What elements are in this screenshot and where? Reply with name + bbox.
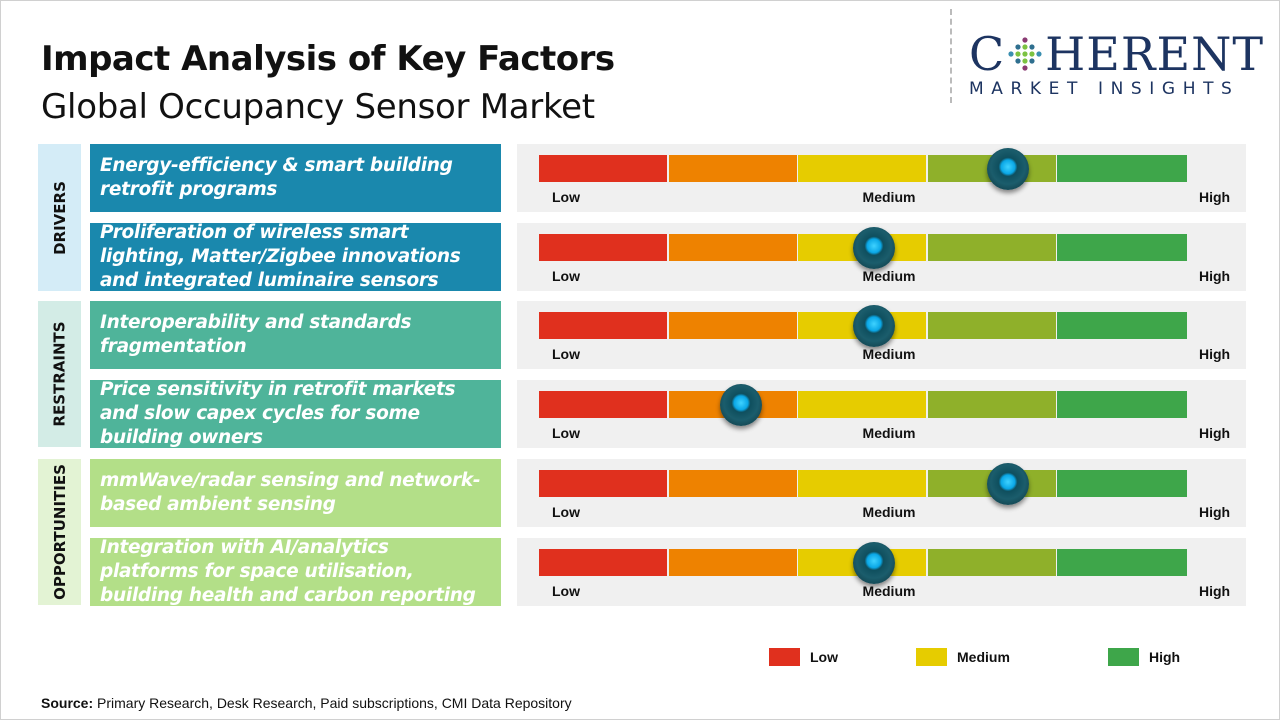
gauge-label-high: High [1199,583,1231,599]
globe-icon [1008,37,1042,71]
gauge-segment [798,155,927,182]
gauge-label-high: High [1199,425,1231,441]
gauge-segment [927,234,1056,261]
legend-label-medium: Medium [957,649,1010,665]
gauge-label-high: High [1199,189,1231,205]
logo: C HERENT MARKET INSIGHTS [969,31,1264,99]
impact-gauge: Low Medium High [517,459,1246,527]
legend-label-low: Low [810,649,838,665]
gauge-label-medium: Medium [862,346,916,362]
gauge-indicator-knob [853,542,896,584]
gauge-label-medium: Medium [862,268,916,284]
logo-text-c: C [969,27,1006,81]
category-label: DRIVERS [50,180,69,255]
gauge-label-high: High [1199,268,1231,284]
gauge-segment [668,312,797,339]
gauge-label-high: High [1199,346,1231,362]
factor-box: Integration with AI/analytics platforms … [90,537,501,606]
gauge-segment [798,470,927,497]
impact-gauge: Low Medium High [517,144,1246,212]
category-label: RESTRAINTS [50,321,69,427]
gauge-label-medium: Medium [862,425,916,441]
gauge-label-low: Low [552,189,580,205]
gauge-label-low: Low [552,504,580,520]
impact-gauge: Low Medium High [517,223,1246,291]
gauge-segment [539,391,668,418]
factor-box: Energy-efficiency & smart building retro… [90,144,501,212]
gauge-segment [1057,470,1187,497]
gauge-segment [927,391,1056,418]
gauge-indicator-knob [987,463,1030,505]
gauge-segment [927,312,1056,339]
logo-subtext: MARKET INSIGHTS [969,79,1240,99]
gauge-segment [668,234,797,261]
gauge-segment [539,312,668,339]
gauge-indicator-knob [987,148,1030,190]
category-restraints: RESTRAINTS [38,301,81,447]
category-drivers: DRIVERS [38,144,81,291]
category-opportunities: OPPORTUNITIES [38,459,81,605]
gauge-segment [1057,549,1187,576]
gauge-segment [539,470,668,497]
divider [950,9,952,103]
gauge-label-medium: Medium [862,189,916,205]
gauge-segment [539,155,668,182]
gauge-indicator-knob [853,227,896,269]
gauge-label-low: Low [552,425,580,441]
legend-swatch-medium [916,648,947,666]
impact-gauge: Low Medium High [517,301,1246,369]
factor-box: mmWave/radar sensing and network-based a… [90,459,501,527]
gauge-segment [668,470,797,497]
logo-text-herent: HERENT [1045,27,1264,81]
factor-text: Integration with AI/analytics platforms … [100,537,476,606]
impact-gauge: Low Medium High [517,380,1246,448]
gauge-indicator-knob [853,305,896,347]
page-title: Impact Analysis of Key Factors [41,39,615,79]
gauge-segment [1057,312,1187,339]
gauge-segment [668,549,797,576]
source-note: Source: Primary Research, Desk Research,… [41,695,572,711]
factor-text: Price sensitivity in retrofit markets an… [100,379,456,448]
gauge-segment [1057,391,1187,418]
factor-box: Price sensitivity in retrofit markets an… [90,379,501,448]
factor-text: mmWave/radar sensing and network-based a… [100,470,481,515]
source-text: Primary Research, Desk Research, Paid su… [93,695,572,711]
factor-text: Interoperability and standards fragmenta… [100,312,412,357]
category-label: OPPORTUNITIES [50,464,69,600]
gauge-segment [539,549,668,576]
legend-label-high: High [1149,649,1181,665]
factor-box: Interoperability and standards fragmenta… [90,301,501,369]
gauge-label-medium: Medium [862,504,916,520]
impact-gauge: Low Medium High [517,538,1246,606]
gauge-label-low: Low [552,583,580,599]
legend-swatch-high [1108,648,1139,666]
legend-swatch-low [769,648,800,666]
gauge-segment [798,391,927,418]
gauge-segment [539,234,668,261]
factor-text: Proliferation of wireless smart lighting… [100,222,461,291]
gauge-label-low: Low [552,346,580,362]
gauge-label-medium: Medium [862,583,916,599]
gauge-label-low: Low [552,268,580,284]
gauge-segment [927,549,1056,576]
gauge-indicator-knob [720,384,763,426]
gauge-segment [1057,155,1187,182]
factor-text: Energy-efficiency & smart building retro… [100,155,453,200]
gauge-label-high: High [1199,504,1231,520]
source-label: Source: [41,695,94,711]
gauge-segment [1057,234,1187,261]
page-subtitle: Global Occupancy Sensor Market [41,87,595,127]
factor-box: Proliferation of wireless smart lighting… [90,222,501,291]
gauge-segment [668,155,797,182]
